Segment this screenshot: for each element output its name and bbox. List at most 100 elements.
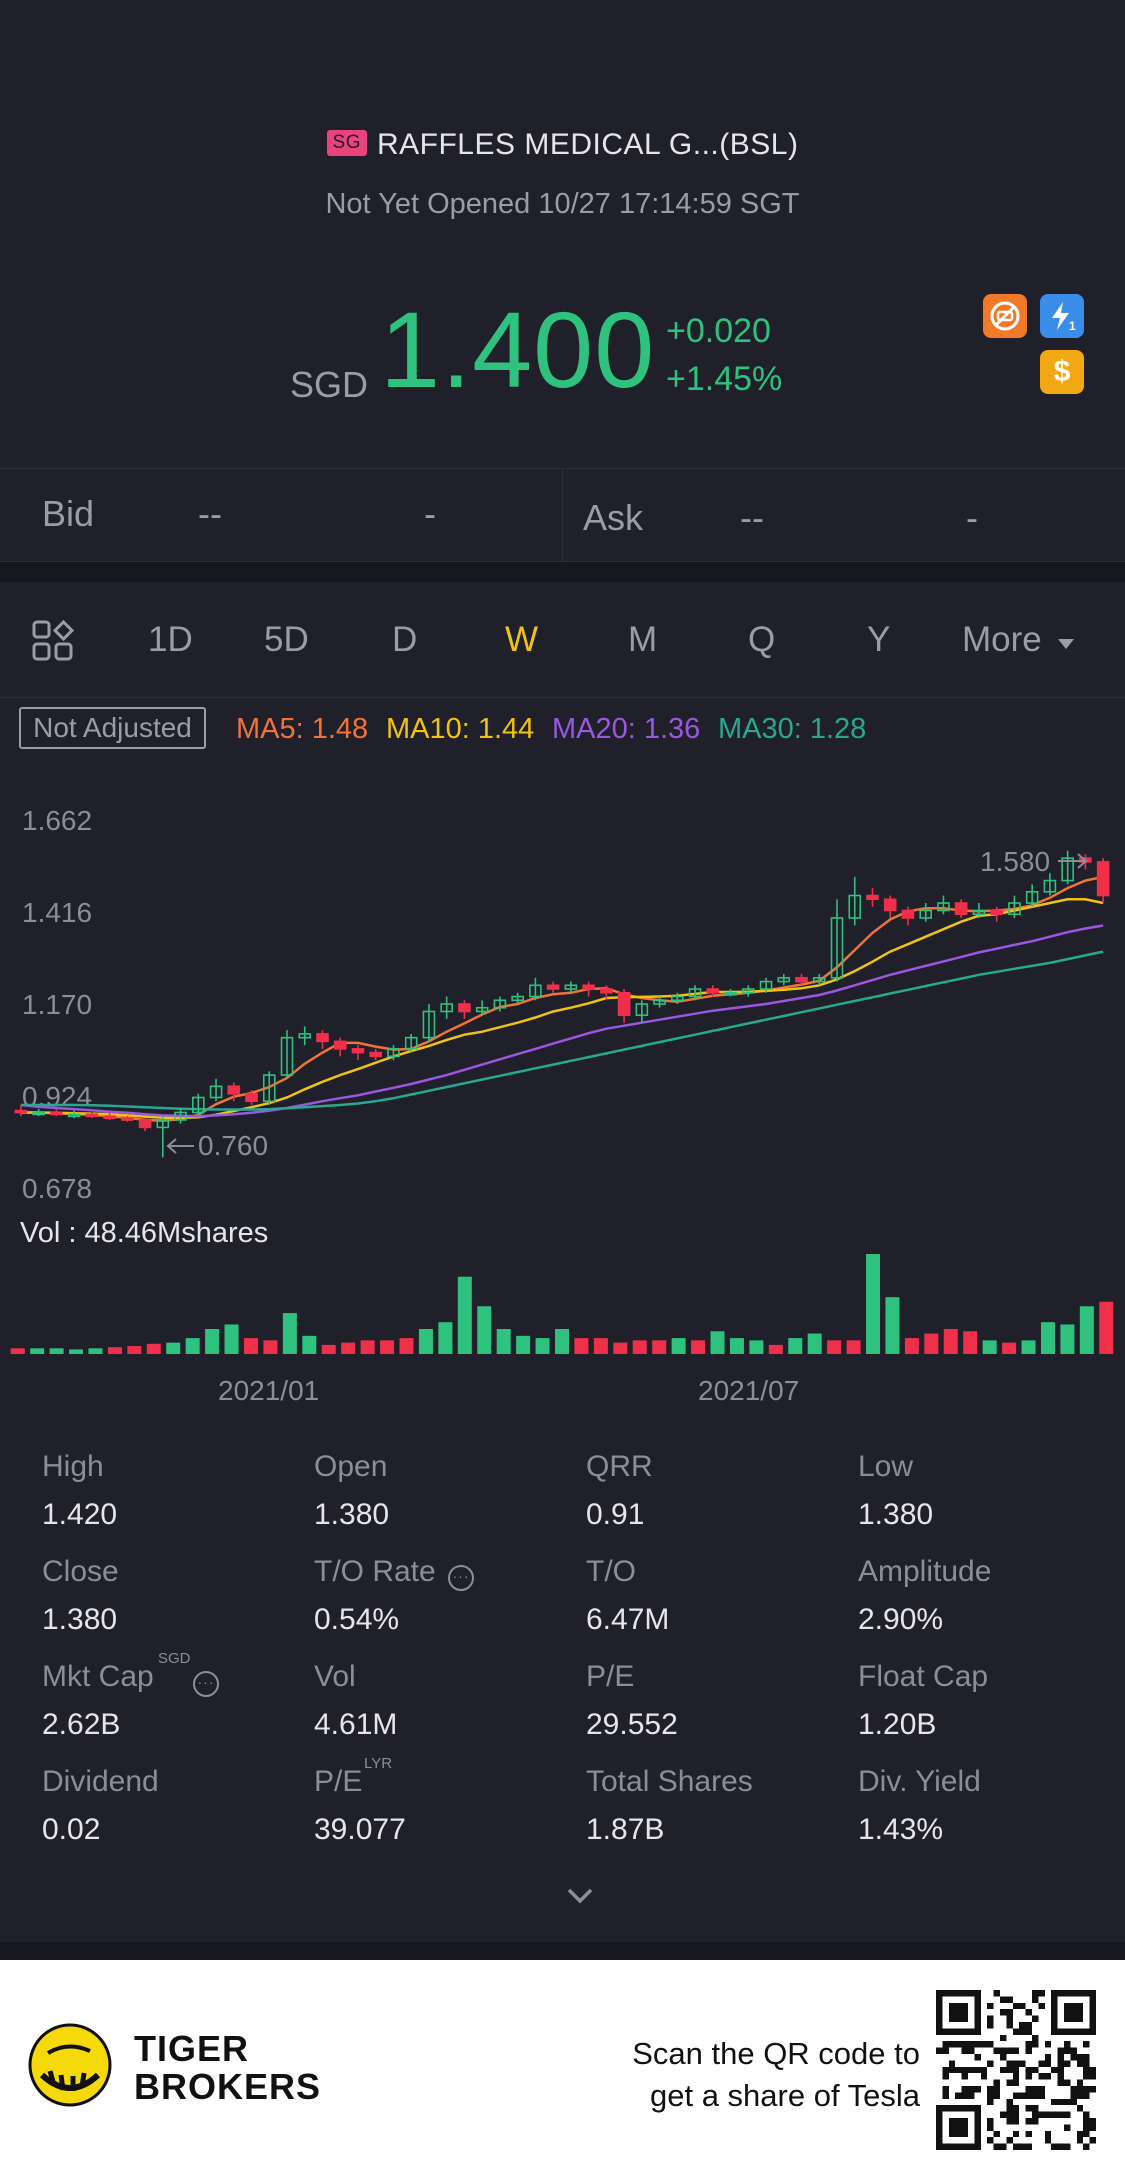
qr-module <box>942 2047 949 2054</box>
qr-module <box>1025 2118 1032 2125</box>
qr-module <box>1000 2066 1007 2074</box>
tab-1d[interactable]: 1D <box>148 620 193 659</box>
tab-more[interactable]: More <box>962 620 1075 660</box>
candle-body <box>404 1036 418 1050</box>
volume-bar <box>88 1348 103 1354</box>
qr-module <box>1044 2111 1052 2118</box>
to-rate-info-icon[interactable]: ··· <box>448 1565 474 1591</box>
qr-module <box>1083 2054 1090 2061</box>
volume-bar <box>418 1329 433 1354</box>
candle-body <box>440 1003 453 1013</box>
qr-module <box>961 2092 968 2099</box>
candle-body <box>32 1111 45 1116</box>
adjust-toggle[interactable]: Not Adjusted <box>19 707 206 749</box>
qr-module <box>942 2066 949 2074</box>
qr-module <box>980 2066 988 2074</box>
last-price: 1.400 <box>380 289 656 410</box>
qr-module <box>1006 2118 1013 2125</box>
qr-module <box>1089 2118 1096 2125</box>
qr-module <box>1057 2066 1064 2074</box>
qr-module <box>1038 2092 1045 2099</box>
qr-module <box>1006 2066 1013 2074</box>
y-tick-label: 0.678 <box>22 1173 92 1204</box>
stat-value: 0.02 <box>42 1813 101 1846</box>
high-marker-label: 1.580 <box>980 846 1050 877</box>
qr-module <box>1012 2047 1020 2054</box>
candle-body <box>475 1006 489 1013</box>
stat-label: Low <box>858 1450 914 1483</box>
qr-module <box>1025 2009 1032 2016</box>
candle-body <box>883 898 897 912</box>
tab-y[interactable]: Y <box>867 620 891 659</box>
qr-module <box>1012 2111 1020 2118</box>
low-marker-label: 0.760 <box>198 1130 268 1161</box>
qr-module <box>1083 2073 1090 2080</box>
ma5-label: MA5: 1.48 <box>236 713 369 745</box>
ma10-line <box>20 898 1104 1119</box>
qr-module <box>1064 2060 1071 2067</box>
qr-module <box>1000 2111 1007 2118</box>
qr-module <box>987 2092 994 2099</box>
candle-body <box>937 902 950 912</box>
bid-ask-bar: Bid -- - Ask -- - <box>0 468 1125 563</box>
mkt-cap-info-icon[interactable]: ··· <box>193 1671 219 1697</box>
bid-price: -- <box>198 493 222 534</box>
stat-value: 1.43% <box>858 1813 944 1846</box>
qr-module <box>974 2041 981 2048</box>
qr-module <box>1025 2066 1032 2074</box>
qr-code[interactable] <box>936 1990 1096 2150</box>
qr-module <box>968 2041 975 2048</box>
qr-module <box>1032 2015 1039 2022</box>
lightning-one-icon[interactable]: 1 <box>1040 294 1084 338</box>
tab-d[interactable]: D <box>392 620 418 659</box>
qr-module <box>1019 2092 1026 2099</box>
volume-bar <box>457 1276 472 1354</box>
qr-module <box>961 2066 968 2074</box>
qr-module <box>1019 2060 1026 2067</box>
candle-body <box>671 995 684 1002</box>
layout-grid-icon[interactable] <box>32 619 75 662</box>
stat-label: Open <box>314 1450 388 1483</box>
qr-module <box>1057 2111 1064 2118</box>
candle-body <box>316 1033 329 1043</box>
qr-module <box>1006 2098 1013 2106</box>
chevron-down-icon[interactable] <box>566 1882 594 1910</box>
qr-module <box>1057 2047 1064 2054</box>
tab-m[interactable]: M <box>628 620 658 659</box>
y-tick-label: 1.662 <box>22 805 92 836</box>
stock-title-row[interactable]: SG RAFFLES MEDICAL G...(BSL) <box>0 128 1125 162</box>
qr-module <box>1025 2022 1032 2029</box>
qr-module <box>1044 2130 1052 2138</box>
qr-module <box>1038 2111 1045 2118</box>
volume-bar <box>1079 1306 1094 1354</box>
qr-module <box>1057 2054 1064 2061</box>
tab-w[interactable]: W <box>505 620 539 659</box>
currency-label: SGD <box>290 364 369 405</box>
qr-module <box>955 2041 962 2048</box>
qr-module <box>1064 2124 1071 2131</box>
qr-module <box>1051 2111 1058 2118</box>
stat-label: P/E <box>586 1660 635 1693</box>
qr-module <box>993 1990 1000 1997</box>
tab-5d[interactable]: 5D <box>264 620 309 659</box>
y-tick-label: 1.416 <box>22 897 92 928</box>
volume-bar <box>341 1342 356 1354</box>
qr-module <box>1006 2079 1013 2086</box>
no-short-icon[interactable] <box>983 294 1027 338</box>
dollar-icon[interactable]: $ <box>1040 350 1084 394</box>
stat-value: 1.380 <box>314 1498 390 1531</box>
volume-bar <box>652 1340 667 1354</box>
qr-module <box>948 2041 956 2048</box>
candle-body <box>351 1048 365 1054</box>
candle-body <box>972 909 986 916</box>
qr-module <box>1076 2105 1084 2112</box>
candlesticks <box>14 850 1110 1158</box>
tab-q[interactable]: Q <box>748 620 776 659</box>
candle-body <box>121 1117 134 1121</box>
candle-body <box>990 909 1003 916</box>
candle-body <box>546 984 560 990</box>
qr-module <box>955 2066 962 2074</box>
qr-module <box>1006 2009 1013 2016</box>
volume-bar <box>224 1324 239 1354</box>
